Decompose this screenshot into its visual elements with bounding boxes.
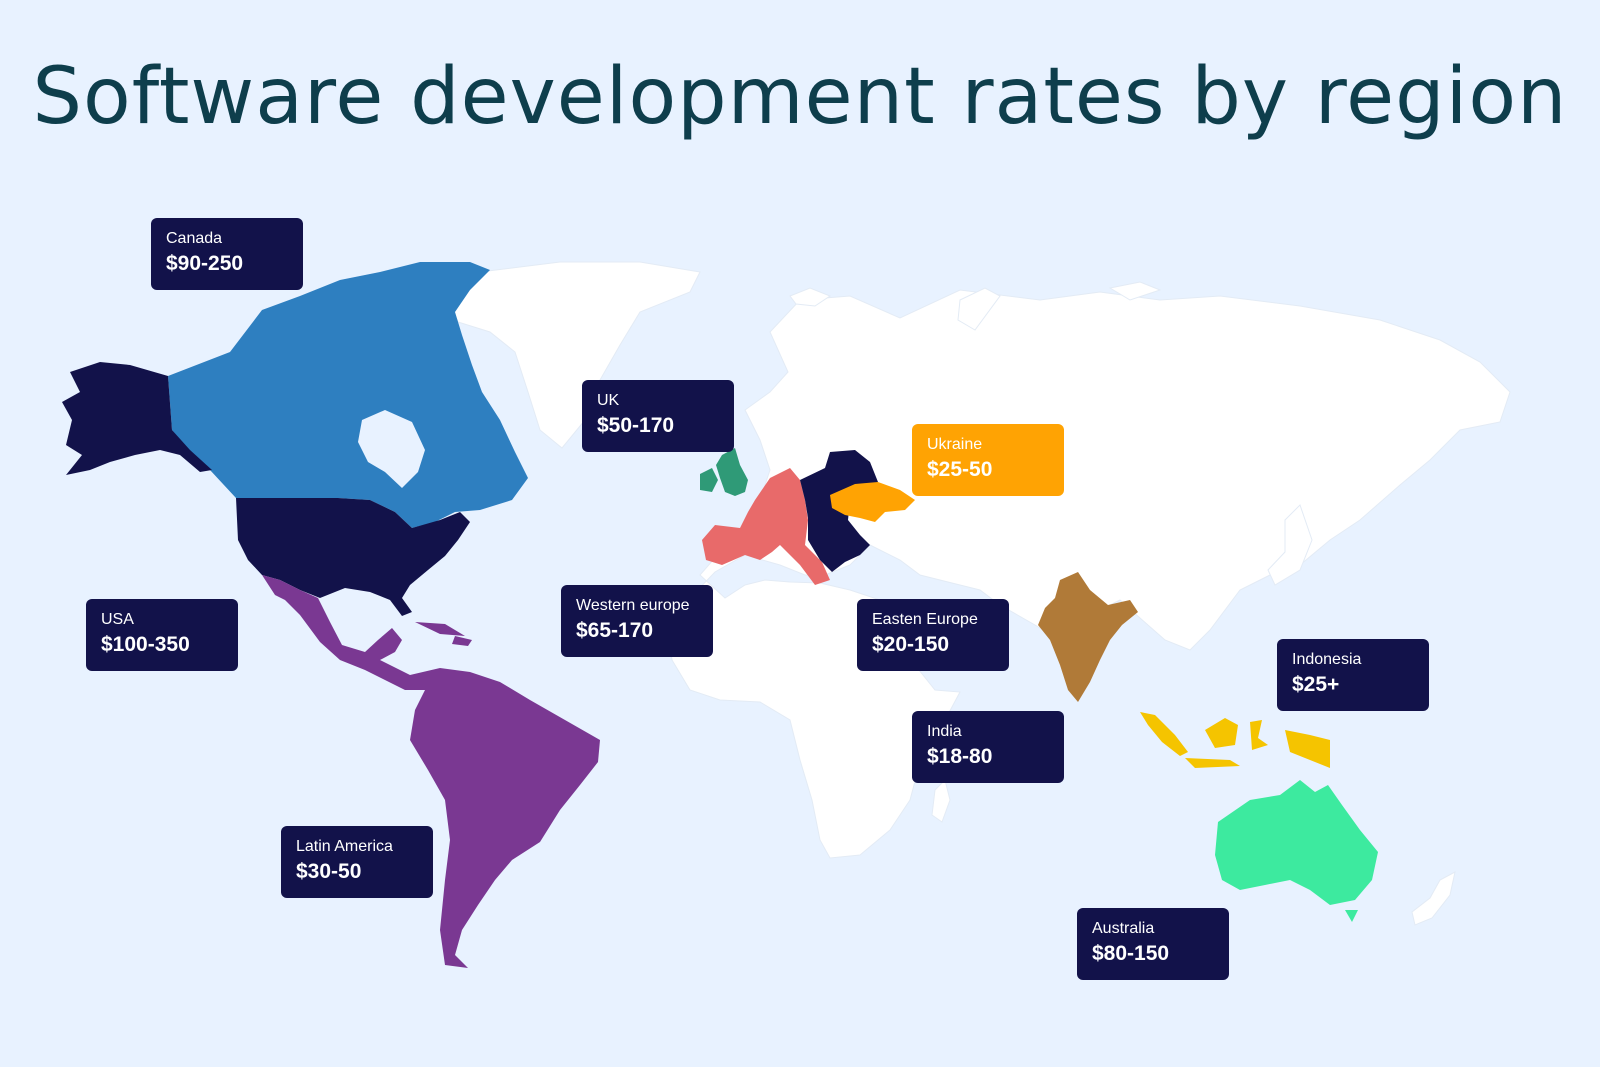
region-name: Australia [1092, 920, 1155, 937]
novaya-zemlya-shape [957, 287, 1001, 331]
region-name: Indonesia [1292, 651, 1362, 668]
ukraine-shape [830, 482, 915, 522]
new-zealand-shape [1411, 871, 1456, 926]
indonesia-java-shape [1185, 758, 1240, 768]
australia-shape [1215, 780, 1378, 905]
region-name: Canada [166, 230, 223, 247]
callout-usa: USA $100-350 [86, 599, 238, 671]
callout-ukraine: Ukraine $25-50 [912, 424, 1064, 496]
callout-india: India $18-80 [912, 711, 1064, 783]
region-name: Western europe [576, 597, 690, 614]
arctic-island-shape [1108, 281, 1162, 301]
indonesia-papua-shape [1285, 730, 1330, 768]
hispaniola-shape [452, 636, 472, 646]
region-rate: $25+ [1292, 673, 1340, 696]
region-name: UK [597, 392, 620, 409]
western-europe-shape [702, 468, 830, 585]
region-rate: $18-80 [927, 745, 993, 768]
region-rate: $80-150 [1092, 942, 1170, 965]
cuba-shape [415, 622, 465, 636]
callout-western-europe: Western europe $65-170 [561, 585, 713, 657]
ireland-shape [700, 468, 718, 492]
indonesia-sumatra-shape [1140, 712, 1188, 756]
tasmania-shape [1345, 910, 1358, 922]
region-rate: $20-150 [872, 633, 950, 656]
region-name: Easten Europe [872, 611, 978, 628]
region-name: Ukraine [927, 436, 983, 453]
region-rate: $25-50 [927, 458, 993, 481]
region-rate: $65-170 [576, 619, 654, 642]
callout-uk: UK $50-170 [582, 380, 734, 452]
callout-latin-america: Latin America $30-50 [281, 826, 433, 898]
callout-australia: Australia $80-150 [1077, 908, 1229, 980]
indonesia-sulawesi-shape [1250, 720, 1268, 750]
canada-shape [168, 262, 528, 528]
latin-america-shape [262, 575, 600, 968]
callout-canada: Canada $90-250 [151, 218, 303, 290]
region-name: India [927, 723, 962, 740]
region-name: USA [101, 611, 134, 628]
alaska-shape [62, 362, 212, 475]
page-title: Software development rates by region [32, 52, 1568, 142]
eurasia-africa-shape [667, 289, 1511, 859]
japan-shape [1267, 504, 1313, 586]
callout-eastern-europe: Easten Europe $20-150 [857, 599, 1009, 671]
uk-shape [716, 448, 748, 496]
region-rate: $90-250 [166, 252, 244, 275]
usa-shape [236, 498, 470, 616]
hudson-bay-shape [358, 410, 425, 488]
madagascar-shape [931, 779, 951, 823]
indonesia-borneo-shape [1205, 718, 1238, 748]
region-rate: $100-350 [101, 633, 190, 656]
callout-indonesia: Indonesia $25+ [1277, 639, 1429, 711]
india-shape [1038, 572, 1138, 702]
region-name: Latin America [296, 838, 393, 855]
svalbard-shape [789, 287, 832, 307]
region-rate: $30-50 [296, 860, 362, 883]
region-rate: $50-170 [597, 414, 675, 437]
